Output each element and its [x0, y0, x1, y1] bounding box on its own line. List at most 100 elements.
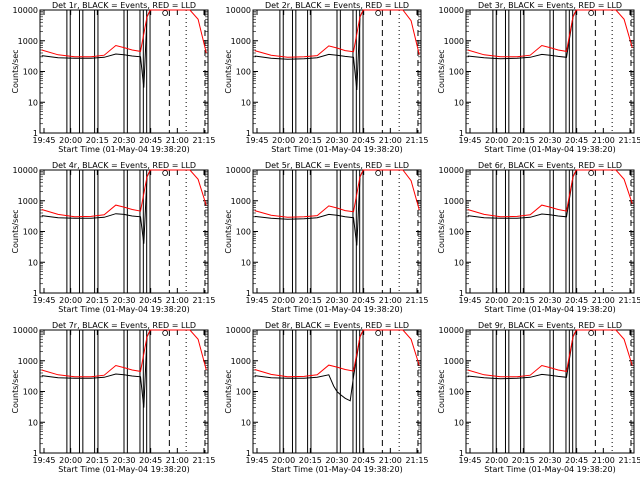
y-tick-label: 100 — [236, 228, 251, 237]
y-axis-label: Counts/sec — [11, 369, 20, 413]
x-tick-label: 21:00 — [166, 296, 189, 305]
x-tick-label: 19:45 — [245, 456, 268, 465]
chart-panel-5: 1 10 100 1000 10000 19:45 20:00 20:15 20:30 20:45… — [224, 161, 429, 314]
x-tick-label: 19:45 — [245, 136, 268, 145]
series-line-events — [254, 169, 364, 246]
y-tick-label: 10 — [241, 418, 251, 427]
series-line-events — [41, 329, 151, 408]
y-tick-label: 1 — [459, 449, 464, 458]
x-tick-label: 20:00 — [272, 456, 295, 465]
chart-panel-4: 1 10 100 1000 10000 19:45 20:00 20:15 20:30 20:45… — [11, 161, 216, 314]
x-tick-label: 19:45 — [32, 136, 55, 145]
x-tick-label: 20:15 — [86, 456, 109, 465]
x-tick-label: 21:15 — [192, 136, 215, 145]
x-axis-label: Start Time (01-May-04 19:38:20) — [484, 305, 615, 314]
x-tick-label: 20:00 — [485, 456, 508, 465]
chart-panel-6: 1 10 100 1000 10000 19:45 20:00 20:15 20:30 20:45… — [437, 161, 640, 314]
x-tick-label: 21:15 — [618, 296, 640, 305]
y-tick-label: 10000 — [439, 166, 464, 175]
chart-title: Det 1r, BLACK = Events, RED = LLD — [52, 1, 196, 10]
x-tick-label: 20:45 — [352, 136, 375, 145]
x-tick-label: 20:45 — [565, 296, 588, 305]
x-tick-label: 20:30 — [112, 296, 135, 305]
y-tick-label: 10000 — [226, 166, 251, 175]
y-tick-label: 100 — [236, 388, 251, 397]
x-tick-label: 20:00 — [485, 296, 508, 305]
x-tick-label: 21:15 — [405, 296, 428, 305]
series-line-lld — [467, 9, 633, 58]
x-tick-label: 21:15 — [618, 136, 640, 145]
x-tick-label: 20:45 — [352, 456, 375, 465]
x-tick-label: 20:45 — [139, 136, 162, 145]
y-tick-label: 1000 — [231, 37, 251, 46]
y-tick-label: 10 — [454, 418, 464, 427]
y-tick-label: 10000 — [439, 6, 464, 15]
x-tick-label: 20:30 — [112, 456, 135, 465]
series-line-events — [467, 169, 577, 219]
x-axis-label: Start Time (01-May-04 19:38:20) — [58, 145, 189, 154]
x-tick-label: 21:15 — [405, 136, 428, 145]
x-tick-label: 20:45 — [352, 296, 375, 305]
x-tick-label: 21:00 — [592, 456, 615, 465]
x-tick-label: 20:15 — [86, 296, 109, 305]
y-tick-label: 10 — [28, 258, 38, 267]
x-tick-label: 21:00 — [379, 456, 402, 465]
y-tick-label: 1 — [33, 289, 38, 298]
y-tick-label: 1000 — [444, 197, 464, 206]
x-tick-label: 20:45 — [565, 456, 588, 465]
y-tick-label: 1000 — [231, 357, 251, 366]
saturation-marker — [162, 330, 169, 336]
y-tick-label: 10 — [28, 98, 38, 107]
y-tick-label: 10 — [454, 98, 464, 107]
chart-panel-8: 1 10 100 1000 10000 19:45 20:00 20:15 20:30 20:45… — [224, 321, 429, 474]
y-tick-label: 100 — [449, 68, 464, 77]
x-axis-label: Start Time (01-May-04 19:38:20) — [484, 145, 615, 154]
x-tick-label: 20:15 — [299, 136, 322, 145]
x-tick-label: 20:15 — [299, 296, 322, 305]
series-line-lld — [254, 169, 420, 218]
chart-panel-2: 1 10 100 1000 10000 19:45 20:00 20:15 20:30 20:45… — [224, 1, 429, 154]
x-tick-label: 20:15 — [86, 136, 109, 145]
x-tick-label: 20:45 — [565, 136, 588, 145]
saturation-marker — [588, 170, 595, 176]
y-axis-label: Counts/sec — [224, 49, 233, 93]
chart-panel-3: 1 10 100 1000 10000 19:45 20:00 20:15 20:30 20:45… — [437, 1, 640, 154]
x-tick-label: 21:00 — [166, 456, 189, 465]
x-tick-label: 20:00 — [59, 296, 82, 305]
x-tick-label: 20:30 — [112, 136, 135, 145]
x-tick-label: 20:30 — [538, 456, 561, 465]
x-tick-label: 20:15 — [512, 136, 535, 145]
y-axis-label: Counts/sec — [11, 49, 20, 93]
chart-title: Det 3r, BLACK = Events, RED = LLD — [478, 1, 622, 10]
x-tick-label: 20:15 — [299, 456, 322, 465]
y-tick-label: 100 — [449, 228, 464, 237]
y-tick-label: 10000 — [13, 326, 38, 335]
chart-panel-9: 1 10 100 1000 10000 19:45 20:00 20:15 20:30 20:45… — [437, 321, 640, 474]
y-axis-label: Counts/sec — [437, 209, 446, 253]
x-axis-label: Start Time (01-May-04 19:38:20) — [271, 465, 402, 474]
saturation-marker — [375, 170, 382, 176]
saturation-marker — [162, 170, 169, 176]
series-line-lld — [41, 169, 207, 218]
x-tick-label: 20:00 — [272, 296, 295, 305]
x-tick-label: 20:00 — [485, 136, 508, 145]
y-tick-label: 1 — [246, 129, 251, 138]
y-axis-label: Counts/sec — [11, 209, 20, 253]
y-tick-label: 1000 — [18, 37, 38, 46]
y-tick-label: 100 — [23, 68, 38, 77]
y-axis-label: Counts/sec — [437, 49, 446, 93]
y-tick-label: 1 — [246, 289, 251, 298]
y-tick-label: 100 — [236, 68, 251, 77]
saturation-marker — [588, 10, 595, 16]
chart-panel-1: 1 10 100 1000 10000 19:45 20:00 20:15 20:30 20:45… — [11, 1, 216, 154]
chart-panel-7: 1 10 100 1000 10000 19:45 20:00 20:15 20:30 20:45… — [11, 321, 216, 474]
y-tick-label: 1 — [33, 129, 38, 138]
series-line-events — [254, 329, 364, 402]
y-tick-label: 100 — [449, 388, 464, 397]
x-tick-label: 20:15 — [512, 456, 535, 465]
y-tick-label: 1 — [246, 449, 251, 458]
series-line-lld — [254, 329, 420, 378]
chart-title: Det 4r, BLACK = Events, RED = LLD — [52, 161, 196, 170]
y-tick-label: 10000 — [226, 6, 251, 15]
